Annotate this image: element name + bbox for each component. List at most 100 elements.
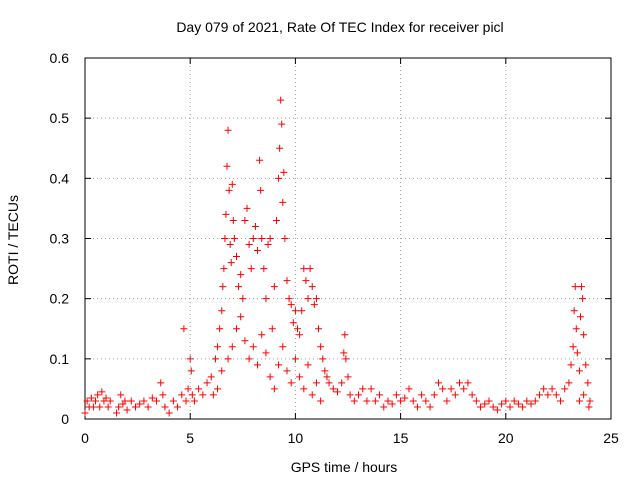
data-point — [578, 283, 586, 291]
data-point — [266, 373, 274, 381]
data-point — [291, 355, 299, 363]
axis-ticks: 0 5 10 15 20 25 0 0.1 0.2 0.3 0.4 0.5 0.6 — [50, 50, 619, 446]
data-point — [376, 391, 384, 399]
data-point — [249, 343, 257, 351]
data-points — [81, 96, 594, 417]
data-point — [249, 235, 257, 242]
data-point — [270, 283, 278, 291]
data-point — [276, 144, 284, 152]
data-point — [121, 397, 129, 405]
data-point — [235, 283, 243, 291]
data-point — [247, 265, 255, 273]
data-point — [397, 397, 405, 405]
data-point — [277, 96, 285, 104]
data-point — [241, 216, 249, 224]
data-point — [296, 373, 304, 381]
data-point — [227, 259, 235, 267]
x-tick-label: 20 — [498, 430, 514, 446]
data-point — [472, 397, 480, 405]
data-point — [117, 391, 125, 399]
data-point — [306, 265, 314, 273]
data-point — [262, 295, 270, 303]
data-point — [422, 397, 430, 405]
data-point — [131, 403, 139, 411]
data-point — [115, 403, 123, 411]
data-point — [527, 400, 535, 408]
y-tick-label: 0.4 — [50, 170, 70, 186]
data-point — [392, 391, 400, 399]
data-point — [144, 403, 152, 411]
data-point — [371, 397, 379, 405]
data-point — [239, 295, 247, 303]
data-point — [523, 397, 531, 405]
data-point — [226, 241, 234, 249]
data-point — [359, 385, 367, 393]
data-point — [477, 403, 485, 411]
data-point — [211, 355, 219, 363]
data-point — [315, 325, 323, 333]
y-axis-label: ROTI / TECUs — [5, 195, 21, 285]
data-point — [298, 307, 306, 315]
data-point — [582, 361, 590, 369]
data-point — [214, 385, 222, 393]
data-point — [430, 391, 438, 399]
data-point — [159, 391, 167, 399]
data-point — [218, 307, 226, 315]
x-tick-label: 5 — [186, 430, 194, 446]
data-point — [310, 301, 318, 309]
data-point — [283, 367, 291, 375]
data-point — [89, 403, 97, 411]
data-point — [443, 397, 451, 405]
data-point — [329, 385, 337, 393]
data-point — [296, 331, 304, 339]
y-tick-label: 0.6 — [50, 50, 70, 66]
y-tick-label: 0.3 — [50, 231, 70, 247]
data-point — [510, 397, 518, 405]
data-point — [493, 406, 501, 414]
data-point — [268, 325, 276, 333]
data-point — [281, 235, 289, 242]
data-point — [557, 397, 565, 405]
data-point — [380, 403, 388, 411]
data-point — [572, 325, 580, 333]
data-point — [245, 355, 253, 363]
data-point — [287, 301, 295, 309]
data-point — [98, 388, 106, 396]
data-point — [447, 385, 455, 393]
data-point — [535, 391, 543, 399]
data-point — [225, 186, 233, 194]
data-point — [161, 403, 169, 411]
data-point — [319, 355, 327, 363]
data-point — [169, 397, 177, 405]
data-point — [580, 331, 588, 339]
data-point — [540, 385, 548, 393]
data-point — [384, 397, 392, 405]
data-point — [264, 241, 272, 249]
data-point — [243, 204, 251, 212]
data-point — [567, 361, 575, 369]
data-point — [280, 168, 288, 176]
data-point — [573, 349, 581, 357]
data-point — [207, 373, 215, 381]
data-point — [258, 331, 266, 339]
data-point — [584, 379, 592, 387]
data-point — [157, 379, 165, 387]
data-point — [232, 253, 240, 261]
data-point — [232, 325, 240, 333]
y-tick-label: 0.5 — [50, 110, 70, 126]
data-point — [256, 156, 264, 164]
data-point — [304, 361, 312, 369]
data-point — [228, 180, 236, 188]
y-tick-label: 0 — [61, 411, 69, 427]
data-point — [283, 277, 291, 285]
data-point — [342, 355, 350, 363]
data-point — [123, 406, 131, 414]
data-point — [302, 277, 310, 285]
data-point — [294, 325, 302, 333]
data-point — [561, 385, 569, 393]
data-point — [224, 126, 232, 134]
data-point — [464, 379, 472, 387]
data-point — [346, 391, 354, 399]
data-point — [405, 385, 413, 393]
